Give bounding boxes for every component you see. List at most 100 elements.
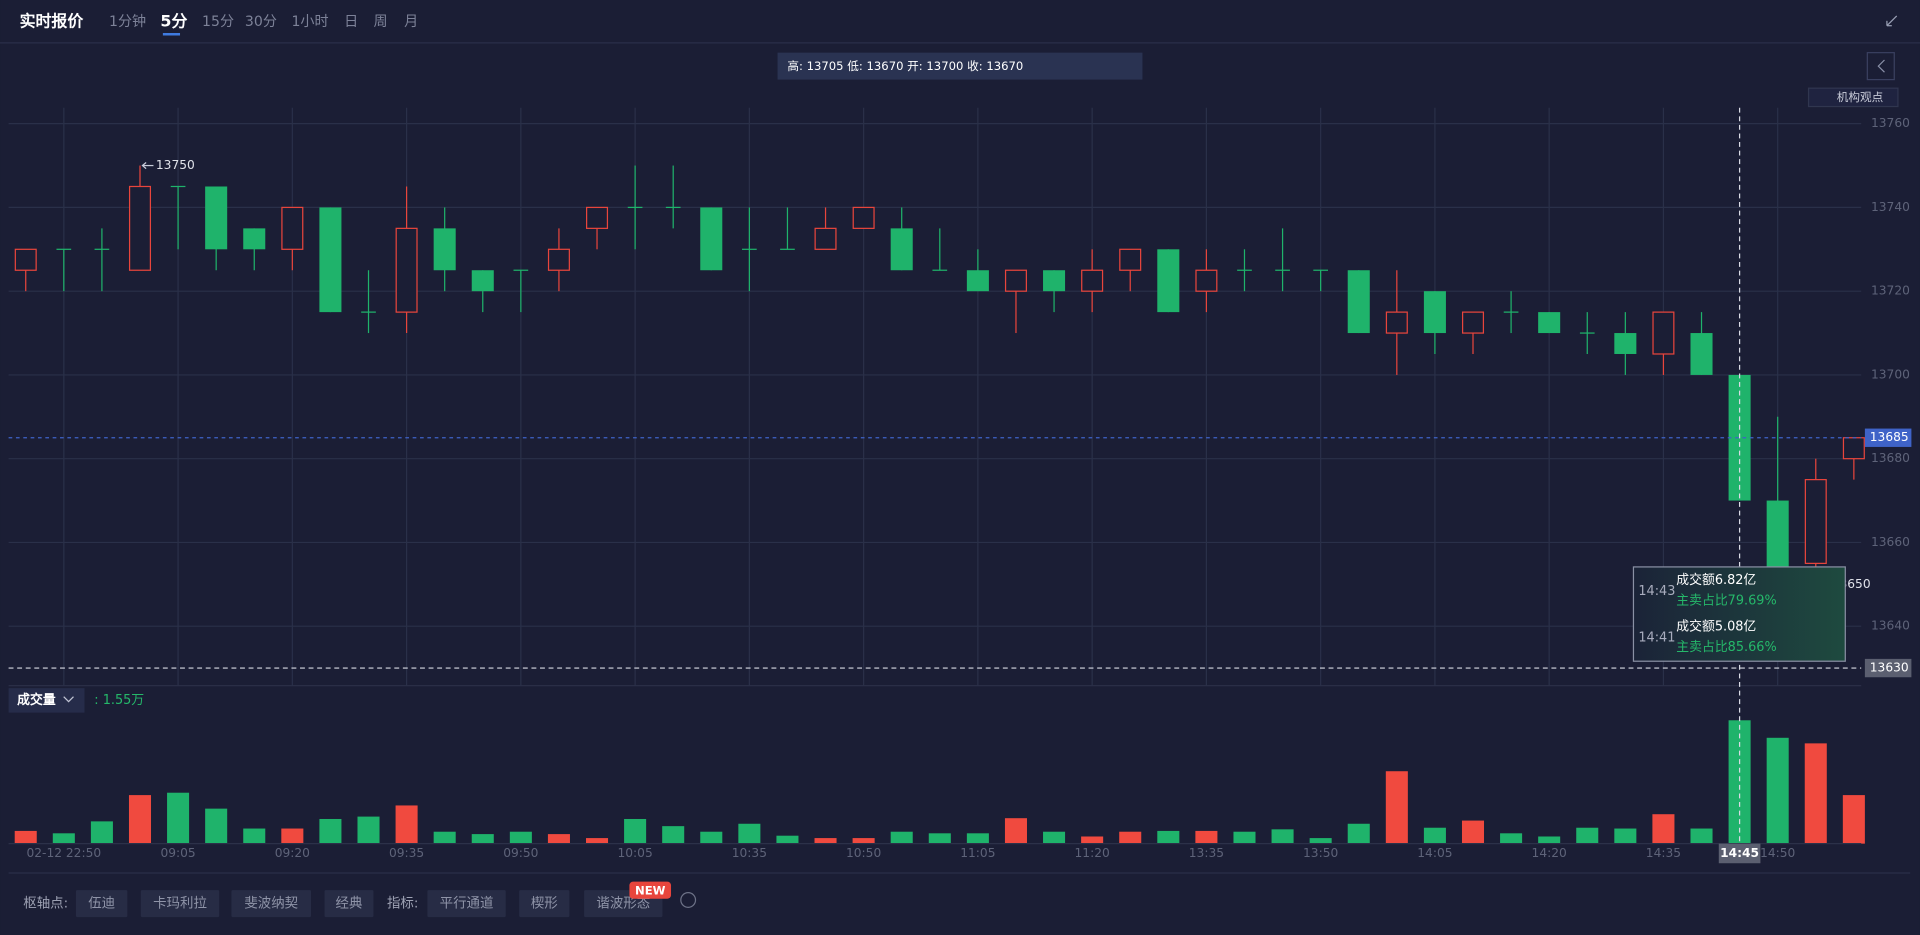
volume-bar (1652, 814, 1675, 844)
current-price-box (1864, 428, 1912, 447)
candle-body (814, 227, 837, 250)
volume-title[interactable]: 成交量 (17, 692, 56, 708)
timeframe-tab[interactable]: 5分 (160, 12, 187, 31)
candle-body (1081, 269, 1104, 292)
toolbar-button-label[interactable]: 楔形 (531, 896, 558, 912)
volume-bar (1766, 737, 1789, 844)
volume-bar (1157, 830, 1180, 844)
crosshair-price-box (1864, 658, 1912, 678)
tooltip-ratio: 主卖占比79.69% (1676, 594, 1776, 609)
current-price-label: 13685 (1870, 430, 1909, 444)
candle-body (1842, 437, 1865, 460)
tooltip-amount: 成交额6.82亿 (1676, 572, 1756, 588)
toolbar-button-label[interactable]: 斐波纳契 (244, 896, 298, 912)
volume-bar (662, 826, 685, 844)
new-badge-label: NEW (635, 883, 666, 897)
crosshair-time-box (1718, 843, 1761, 864)
timeframe-tab[interactable]: 30分 (245, 14, 277, 30)
toolbar-button-label[interactable]: 卡玛利拉 (153, 896, 207, 912)
extreme-label: 13750 (156, 158, 195, 172)
candle-body (1804, 479, 1827, 564)
crosshair-price-label: 13630 (1870, 661, 1909, 675)
icon-stroke (1886, 15, 1898, 27)
candle-body (1004, 269, 1027, 292)
volume-bar (852, 838, 875, 844)
toolbar-button[interactable] (519, 890, 570, 918)
candle-body (966, 270, 989, 292)
volume-bar (1309, 838, 1332, 844)
panel-toggle-icon (1877, 59, 1885, 73)
timeframe-tab[interactable]: 1小时 (291, 14, 328, 30)
toolbar-button[interactable] (140, 890, 220, 918)
help-icon[interactable] (680, 892, 697, 908)
timeframe-tab[interactable]: 1分钟 (109, 13, 146, 30)
candle-body (14, 248, 37, 271)
volume-bar (1728, 720, 1751, 844)
candle-body (1043, 270, 1066, 292)
volume-bar (395, 805, 418, 844)
crosshair-time-label: 14:45 (1720, 846, 1759, 860)
candle-body (433, 228, 456, 271)
ohlc-box (777, 52, 1143, 80)
candle-body (1119, 248, 1142, 271)
x-tick-label: 10:05 (617, 846, 652, 860)
volume-bar (357, 816, 380, 844)
toolbar-button-label[interactable]: 谐波形态 (596, 896, 650, 912)
y-tick-label: 13640 (1871, 619, 1910, 633)
candle-body (1652, 311, 1675, 355)
candle-body (700, 207, 723, 271)
volume-bar (1538, 836, 1561, 844)
volume-bar (1119, 831, 1142, 844)
volume-bar (700, 831, 723, 844)
toolbar-button[interactable] (427, 890, 506, 918)
volume-bar (281, 828, 304, 844)
volume-bar (624, 818, 647, 844)
toolbar-button-label[interactable]: 伍迪 (88, 896, 115, 912)
side-button-box[interactable] (1807, 87, 1899, 108)
timeframe-tab[interactable]: 15分 (202, 14, 234, 30)
y-tick-label: 13660 (1871, 535, 1910, 549)
volume-bar (1614, 828, 1637, 844)
volume-bar (1690, 828, 1713, 844)
x-tick-label: 14:35 (1646, 846, 1681, 860)
side-button-label[interactable]: 机构观点 (1837, 90, 1884, 104)
y-tick-label: 13720 (1871, 284, 1910, 298)
timeframe-tab[interactable]: 月 (404, 14, 418, 30)
candle-body (281, 206, 304, 250)
collapse-icon[interactable] (1886, 15, 1898, 27)
volume-bar (167, 792, 190, 844)
y-tick-label: 13700 (1871, 367, 1910, 381)
volume-bar (471, 834, 494, 844)
x-tick-label: 11:20 (1075, 846, 1110, 860)
panel-toggle[interactable] (1866, 52, 1895, 81)
x-tick-label: 13:35 (1189, 846, 1224, 860)
toolbar-button-label[interactable]: 平行通道 (440, 896, 494, 912)
timeframe-tab[interactable]: 周 (373, 14, 387, 30)
tooltip-amount: 成交额5.08亿 (1676, 618, 1756, 634)
tooltip-ratio: 主卖占比85.66% (1676, 640, 1776, 655)
x-tick-label: 09:20 (275, 846, 310, 860)
volume-bar (1385, 771, 1408, 844)
candle-body (128, 185, 152, 271)
candle-body (1385, 311, 1408, 334)
toolbar-button[interactable] (75, 890, 128, 918)
volume-selector[interactable] (8, 688, 85, 713)
volume-bar (14, 830, 37, 844)
volume-bar (586, 838, 609, 844)
pivot-label: 枢轴点: (23, 896, 68, 912)
toolbar-button-label[interactable]: 经典 (336, 896, 363, 912)
candle-body (1347, 270, 1370, 334)
toolbar-button[interactable] (324, 890, 374, 918)
x-tick-label: 09:35 (389, 846, 424, 860)
toolbar-button[interactable] (231, 890, 312, 918)
timeframe-tab[interactable]: 日 (344, 14, 358, 30)
x-tick-label: 11:05 (960, 846, 995, 860)
x-tick-label: 14:50 (1760, 846, 1795, 860)
tooltip-time: 14:41 (1638, 630, 1675, 645)
volume-bar (1500, 833, 1523, 844)
volume-value-label: : 1.55万 (94, 693, 144, 708)
candle-body (243, 228, 266, 250)
page-title: 实时报价 (20, 12, 84, 31)
